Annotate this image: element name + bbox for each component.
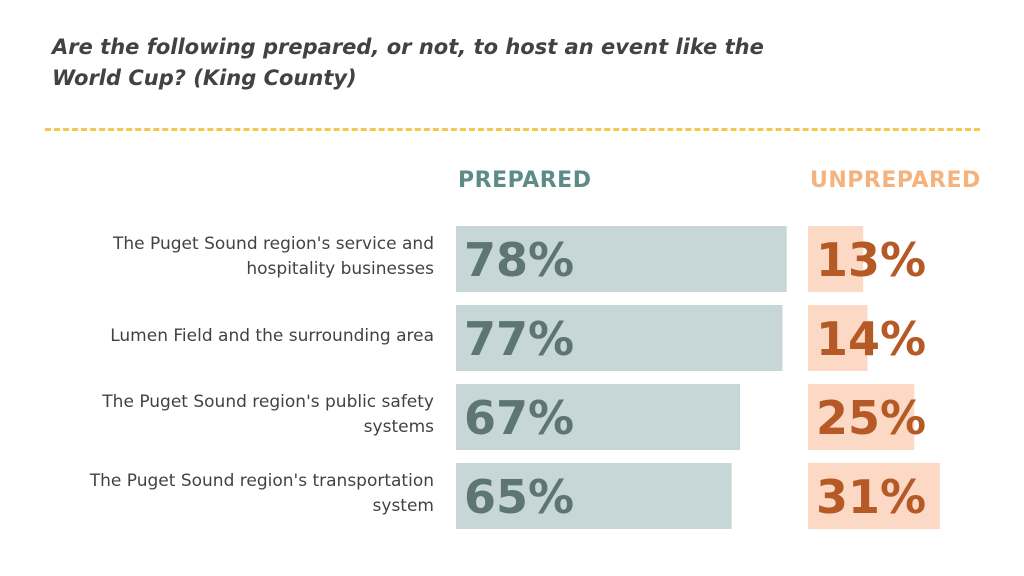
prepared-bar xyxy=(456,384,741,450)
prepared-value-label: 77% xyxy=(464,312,574,366)
prepared-value-label: 67% xyxy=(464,391,574,445)
unprepared-bar xyxy=(808,384,915,450)
category-label-line: The Puget Sound region's transportation xyxy=(89,471,434,491)
unprepared-value-label: 13% xyxy=(816,233,926,287)
unprepared-value-label: 14% xyxy=(816,312,926,366)
category-label-line: Lumen Field and the surrounding area xyxy=(110,325,434,346)
unprepared-value-label: 31% xyxy=(816,470,926,524)
dashed-divider xyxy=(45,128,980,131)
unprepared-value-label: 25% xyxy=(816,391,926,445)
category-label-line: The Puget Sound region's public safety xyxy=(102,392,434,412)
prepared-bar xyxy=(456,463,732,529)
unprepared-column-header: UNPREPARED xyxy=(810,168,981,193)
prepared-bar xyxy=(456,305,783,371)
prepared-column-header: PREPARED xyxy=(458,168,592,193)
unprepared-bar xyxy=(808,305,868,371)
chart-title-line-2: World Cup? (King County) xyxy=(52,66,357,90)
category-label: The Puget Sound region's public safety sy… xyxy=(14,390,434,440)
unprepared-bar xyxy=(808,226,864,292)
category-label-line: system xyxy=(372,496,434,516)
category-label-line: The Puget Sound region's service and xyxy=(113,234,434,254)
category-label: The Puget Sound region's transportation s… xyxy=(14,469,434,519)
category-label-line: systems xyxy=(363,417,434,437)
chart-title: Are the following prepared, or not, to h… xyxy=(52,32,852,94)
prepared-value-label: 78% xyxy=(464,233,574,287)
chart-title-line-1: Are the following prepared, or not, to h… xyxy=(52,35,764,59)
prepared-value-label: 65% xyxy=(464,470,574,524)
category-label: Lumen Field and the surrounding area xyxy=(14,324,434,349)
category-label: The Puget Sound region's service and hosp… xyxy=(14,232,434,282)
prepared-bar xyxy=(456,226,787,292)
category-label-line: hospitality businesses xyxy=(246,259,434,279)
unprepared-bar xyxy=(808,463,940,529)
